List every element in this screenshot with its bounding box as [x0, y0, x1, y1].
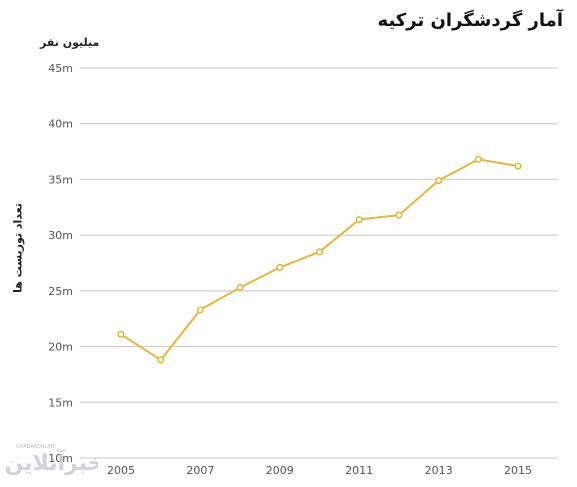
y-tick-label: 20m [48, 341, 73, 354]
data-point [276, 263, 284, 272]
data-point [514, 162, 522, 170]
x-tick-label: 2013 [425, 464, 453, 477]
svg-text:KHABARONLINE: KHABARONLINE [16, 444, 56, 450]
y-tick-label: 25m [48, 285, 73, 298]
x-tick-label: 2009 [266, 464, 294, 477]
data-point [474, 155, 482, 163]
chart-title: آمار گردشگران ترکیه [377, 10, 563, 31]
y-tick-label: 15m [48, 396, 73, 409]
unit-label: میلیون نفر [40, 36, 100, 49]
y-tick-label: 35m [48, 173, 73, 186]
data-point [355, 215, 363, 224]
data-point [315, 248, 324, 256]
series-line [120, 158, 519, 361]
svg-text:خبرآنلاین: خبرآنلاین [6, 448, 98, 476]
data-point [196, 306, 204, 314]
data-point [435, 176, 443, 185]
x-tick-label: 2005 [107, 464, 135, 477]
data-point [395, 211, 403, 219]
x-tick-label: 2015 [504, 464, 532, 477]
y-tick-label: 40m [48, 118, 73, 131]
y-tick-label: 30m [48, 229, 73, 242]
data-point [157, 356, 165, 364]
data-point [236, 283, 244, 292]
x-tick-label: 2007 [186, 464, 214, 477]
watermark-logo: خبرآنلاین KHABARONLINE [6, 444, 98, 476]
data-point [117, 330, 125, 338]
y-tick-label: 10m [48, 452, 73, 465]
y-tick-label: 45m [48, 62, 73, 75]
x-tick-label: 2011 [345, 464, 373, 477]
